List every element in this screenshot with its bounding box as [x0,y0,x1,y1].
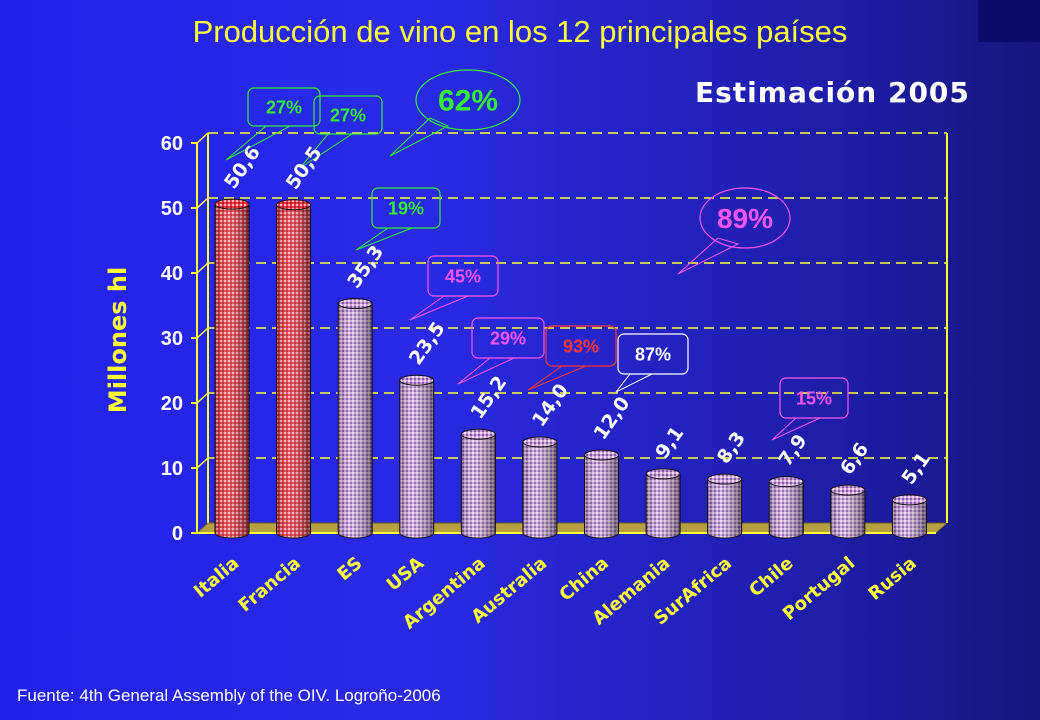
x-tick-label: Chile [745,553,797,602]
bar [337,298,373,539]
callout-box: 19% [355,187,441,251]
callout-label: 15% [796,388,832,408]
callout-label: 45% [445,266,481,286]
grid-diagonal [196,327,209,339]
bar [768,476,804,539]
bar-value-label: 12,0 [590,393,635,444]
y-tick-label: 50 [161,198,183,220]
bar [460,428,496,539]
bar [584,449,619,539]
x-tick-label: Italia [190,553,243,602]
callout-label: 19% [388,198,424,218]
bar-value-label: 50,6 [220,142,265,193]
x-tick-label: USA [383,553,428,596]
callout-box: 29% [457,317,545,385]
bar-value-label: 5,1 [897,449,934,489]
grid-diagonal [196,457,209,469]
callout-box: 93% [527,325,617,391]
y-tick-label: 20 [161,393,183,415]
corner-block [978,0,1040,42]
bar [645,468,681,539]
y-tick-label: 40 [161,263,183,285]
bar-value-label: 9,1 [651,423,688,463]
bar-value-label: 6,6 [836,439,873,479]
y-tick-label: 10 [161,458,183,480]
callout-box: 15% [771,377,849,441]
callout-label: 93% [563,336,599,356]
callout-box: 27% [225,87,321,161]
bar [522,436,558,539]
grid-diagonal [196,392,209,404]
grid-diagonal [196,132,209,144]
callout-label: 89% [717,203,773,234]
bar [891,494,927,539]
bar [276,199,312,539]
callout-label: 27% [266,97,302,117]
bar [399,374,435,539]
bar [214,198,250,539]
callout-bubble: 89% [677,187,791,275]
bar [830,484,866,539]
callout-label: 29% [490,328,526,348]
y-tick-label: 0 [172,523,183,545]
chart-subtitle: Estimación 2005 [695,76,970,109]
grid-diagonal [196,262,209,274]
bar [707,473,743,539]
x-tick-label: ES [334,553,367,585]
callout-label: 87% [635,344,671,364]
callout-bubble: 62% [389,69,521,157]
y-tick-label: 60 [161,133,183,155]
source-note: Fuente: 4th General Assembly of the OIV.… [17,686,441,705]
grid-diagonal [196,197,209,209]
bar-value-label: 35,3 [343,241,388,292]
callout-box: 45% [409,255,499,321]
x-tick-label: China [555,553,612,606]
x-tick-label: Rusia [864,553,920,605]
bar-value-label: 8,3 [713,428,750,468]
callout-label: 27% [330,105,366,125]
bar-value-label: 50,5 [282,143,327,194]
y-tick-label: 30 [161,328,183,350]
x-tick-label: Francia [235,553,305,617]
y-axis-label: Millones hl [104,267,132,413]
bar-value-label: 23,5 [405,318,450,369]
callout-box: 87% [615,333,689,393]
callout-box: 27% [299,95,383,169]
bar-value-label: 15,2 [466,372,511,423]
callout-label: 62% [438,85,498,118]
chart-title: Producción de vino en los 12 principales… [192,14,848,49]
